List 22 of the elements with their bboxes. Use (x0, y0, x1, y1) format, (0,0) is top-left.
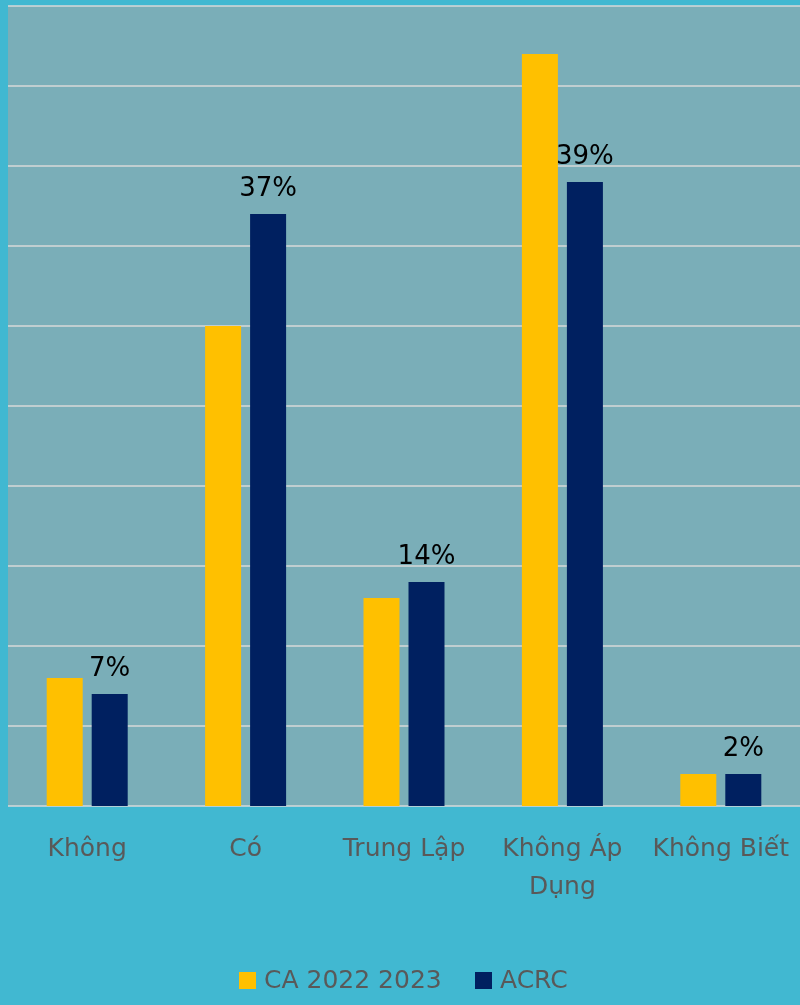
bar (46, 678, 83, 806)
data-label: 37% (239, 172, 297, 202)
legend-label: ACRC (500, 965, 568, 994)
x-tick-label: Không (47, 833, 127, 862)
data-label: 14% (397, 540, 456, 570)
x-tick-label: Có (229, 833, 262, 862)
x-tick-label: Không Áp Dụng (502, 833, 623, 900)
bar (408, 582, 445, 806)
data-label: 7% (89, 652, 131, 682)
bar (91, 694, 128, 806)
x-tick-label: Không Biết (652, 833, 790, 862)
bar (725, 774, 762, 806)
bar (566, 182, 603, 806)
bar (521, 54, 558, 806)
x-tick-label: Trung Lập (341, 833, 466, 862)
legend-label: CA 2022 2023 (264, 965, 442, 994)
bar (250, 214, 287, 806)
bar (363, 598, 400, 806)
data-label: 2% (722, 732, 764, 762)
bar (680, 774, 717, 806)
bar (205, 326, 242, 806)
data-label: 39% (556, 140, 614, 170)
